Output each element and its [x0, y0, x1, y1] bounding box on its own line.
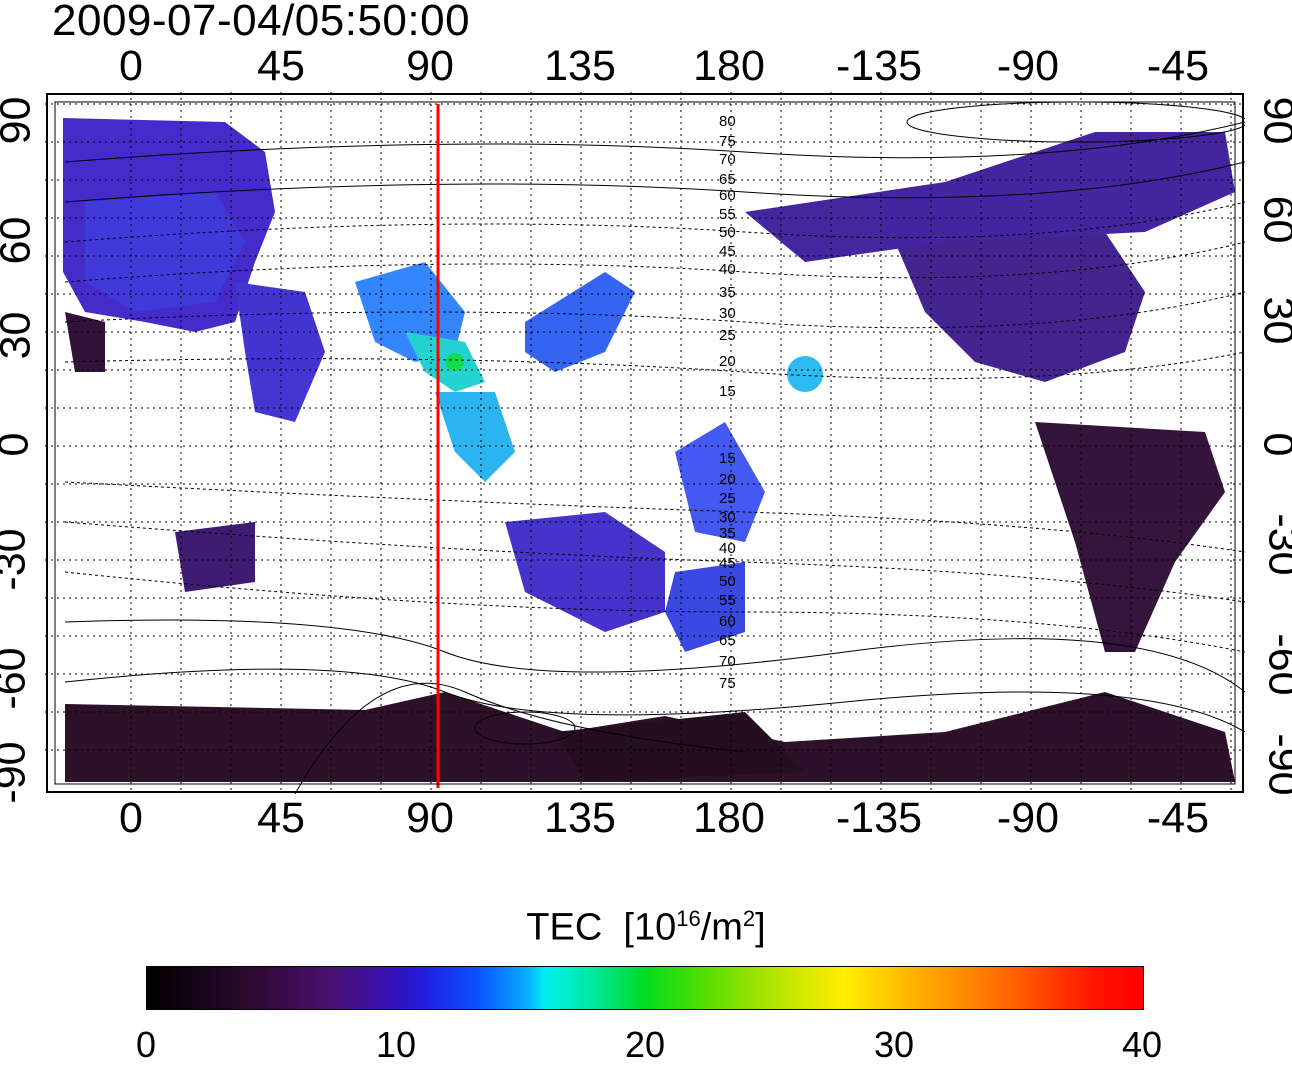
- tec-region-indochina: [435, 392, 515, 482]
- contour-label: 20: [719, 471, 736, 488]
- colorbar-tick: 0: [135, 1024, 157, 1065]
- tec-region-canada: [745, 132, 1235, 262]
- colorbar-tick: 30: [873, 1024, 915, 1065]
- colorbar-title-main: TEC: [526, 906, 603, 949]
- tec-regions: [63, 118, 1235, 782]
- tec-region-india-high: [405, 332, 485, 392]
- lon-tick-top: 180: [693, 42, 765, 90]
- lon-tick-bottom: 90: [406, 794, 454, 842]
- tec-region-africa-south: [175, 522, 255, 592]
- colorbar-tick: 20: [624, 1024, 666, 1065]
- lat-tick-right: 0: [1254, 433, 1292, 457]
- tec-region-north-america: [895, 232, 1145, 382]
- contour-label: 15: [719, 450, 736, 467]
- contour-label: 25: [719, 490, 736, 507]
- lon-tick-top: -90: [996, 42, 1060, 90]
- map-frame-inner: [54, 101, 1236, 785]
- magnetic-contours: [64, 101, 1245, 794]
- lat-tick-left: -30: [0, 528, 35, 591]
- lon-tick-top: 0: [119, 42, 143, 90]
- tec-map: 8075706560555045403530252015152025303540…: [45, 92, 1245, 794]
- colorbar-title: TEC [1016/m2]: [0, 906, 1292, 950]
- contour-label: 40: [719, 261, 736, 278]
- lat-tick-right: 60: [1254, 195, 1292, 244]
- colorbar-tick: 40: [1121, 1024, 1163, 1065]
- lon-tick-bottom: -45: [1146, 794, 1210, 842]
- lon-tick-bottom: 135: [544, 794, 616, 842]
- lon-tick-top: -45: [1146, 42, 1210, 90]
- contour-label: 35: [719, 525, 736, 542]
- lat-tick-right: -90: [1259, 733, 1292, 796]
- colorbar-title-prefix: [10: [623, 906, 677, 949]
- contour-label: 35: [719, 284, 736, 301]
- lon-tick-bottom: -135: [835, 794, 923, 842]
- contour-label: 45: [719, 243, 736, 260]
- colorbar-title-mid: /m: [700, 906, 743, 949]
- lon-tick-top: 45: [257, 42, 305, 90]
- contour-label: 15: [719, 383, 736, 400]
- contour-label: 65: [719, 171, 736, 188]
- colorbar-title-exp2: 2: [742, 906, 756, 931]
- tec-region-south-america: [1035, 422, 1225, 652]
- lat-tick-right: -60: [1259, 633, 1292, 696]
- contour-label: 65: [719, 632, 736, 649]
- lon-tick-bottom: -90: [996, 794, 1060, 842]
- lon-tick-top: 135: [544, 42, 616, 90]
- lat-tick-right: -30: [1259, 513, 1292, 576]
- tec-region-africa-west: [65, 312, 105, 372]
- contour-label: 60: [719, 613, 736, 630]
- lat-tick-left: 90: [0, 96, 40, 145]
- contour-label: 75: [719, 675, 736, 692]
- tec-region-australia: [505, 512, 665, 632]
- tec-region-japan: [525, 272, 635, 372]
- contour-label: 70: [719, 653, 736, 670]
- lat-tick-left: 30: [0, 311, 40, 360]
- tec-spot-pacific-high: [787, 356, 823, 392]
- tec-region-antarctica-east: [555, 712, 805, 782]
- tec-region-nz: [665, 562, 745, 652]
- contour-label: 70: [719, 151, 736, 168]
- contour-label: 45: [719, 555, 736, 572]
- contour-label: 20: [719, 353, 736, 370]
- lat-tick-left: 0: [0, 433, 38, 457]
- contour-label: 30: [719, 509, 736, 526]
- lon-tick-bottom: 45: [257, 794, 305, 842]
- contour-label: 55: [719, 592, 736, 609]
- map-frame: [46, 93, 1244, 793]
- lat-tick-left: -60: [0, 647, 35, 710]
- lon-tick-top: 90: [406, 42, 454, 90]
- tec-region-europe-core: [85, 192, 245, 312]
- lat-tick-right: 90: [1254, 96, 1292, 145]
- contour-label: 50: [719, 573, 736, 590]
- lat-tick-left: -90: [0, 741, 35, 804]
- colorbar-title-suffix: ]: [755, 906, 766, 949]
- graticule: [45, 92, 1245, 794]
- colorbar: [146, 966, 1144, 1010]
- timestamp-title: 2009-07-04/05:50:00: [52, 0, 471, 45]
- contour-label: 30: [719, 305, 736, 322]
- colorbar-title-exp1: 16: [676, 906, 701, 931]
- lat-tick-left: 60: [0, 216, 40, 265]
- lat-tick-right: 30: [1254, 296, 1292, 345]
- contour-label: 25: [719, 327, 736, 344]
- lon-tick-top: -135: [835, 42, 923, 90]
- tec-region-mideast: [235, 282, 325, 422]
- contour-label: 40: [719, 540, 736, 557]
- lon-tick-bottom: 0: [119, 794, 143, 842]
- contour-label: 55: [719, 206, 736, 223]
- contour-label: 60: [719, 187, 736, 204]
- contour-label: 75: [719, 133, 736, 150]
- colorbar-tick: 10: [375, 1024, 417, 1065]
- contour-labels: 8075706560555045403530252015152025303540…: [719, 113, 736, 692]
- contour-label: 50: [719, 224, 736, 241]
- tec-spot-green: [446, 353, 464, 371]
- lon-tick-bottom: 180: [693, 794, 765, 842]
- contour-label: 80: [719, 113, 736, 130]
